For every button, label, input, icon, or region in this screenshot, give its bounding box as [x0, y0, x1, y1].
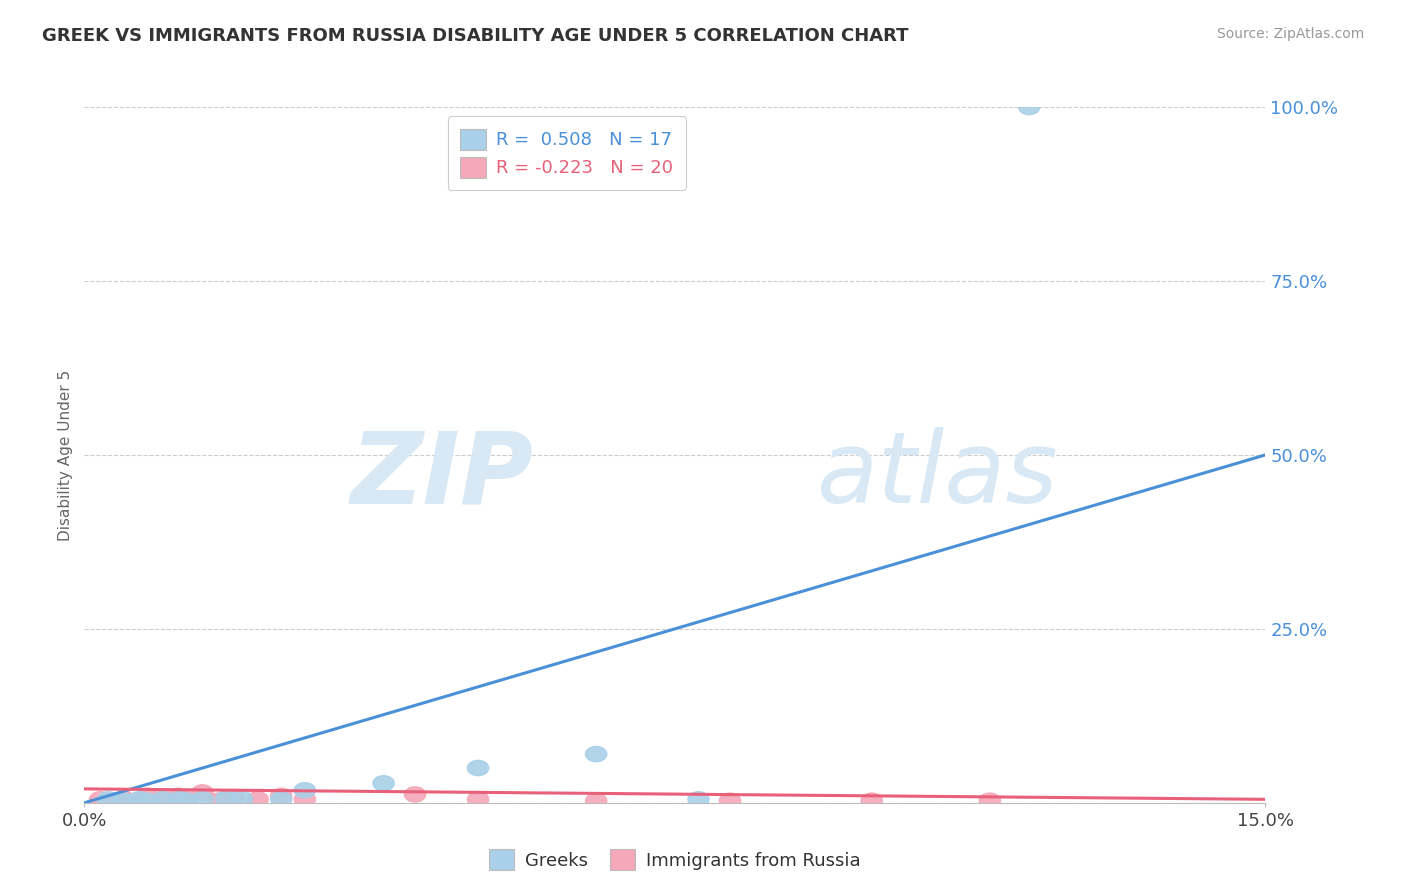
- Ellipse shape: [720, 793, 741, 808]
- Ellipse shape: [231, 791, 253, 806]
- Ellipse shape: [467, 760, 489, 776]
- Ellipse shape: [224, 789, 245, 805]
- Ellipse shape: [405, 787, 426, 802]
- Ellipse shape: [688, 792, 709, 807]
- Ellipse shape: [294, 782, 315, 798]
- Ellipse shape: [97, 792, 118, 807]
- Ellipse shape: [373, 776, 394, 791]
- Ellipse shape: [112, 791, 135, 806]
- Ellipse shape: [979, 793, 1001, 808]
- Y-axis label: Disability Age Under 5: Disability Age Under 5: [58, 369, 73, 541]
- Text: GREEK VS IMMIGRANTS FROM RUSSIA DISABILITY AGE UNDER 5 CORRELATION CHART: GREEK VS IMMIGRANTS FROM RUSSIA DISABILI…: [42, 27, 908, 45]
- Text: ZIP: ZIP: [350, 427, 533, 524]
- Ellipse shape: [467, 792, 489, 807]
- Ellipse shape: [860, 793, 883, 808]
- Ellipse shape: [105, 793, 127, 808]
- Ellipse shape: [129, 792, 150, 807]
- Ellipse shape: [191, 792, 214, 807]
- Ellipse shape: [129, 792, 150, 807]
- Ellipse shape: [270, 789, 292, 804]
- Ellipse shape: [90, 792, 111, 807]
- Ellipse shape: [585, 747, 607, 762]
- Text: atlas: atlas: [817, 427, 1059, 524]
- Ellipse shape: [169, 792, 190, 807]
- Ellipse shape: [247, 792, 269, 807]
- Ellipse shape: [169, 789, 190, 804]
- Ellipse shape: [136, 793, 157, 808]
- Text: Source: ZipAtlas.com: Source: ZipAtlas.com: [1216, 27, 1364, 41]
- Ellipse shape: [1018, 99, 1040, 115]
- Ellipse shape: [152, 791, 174, 806]
- Ellipse shape: [136, 789, 157, 804]
- Ellipse shape: [191, 785, 214, 800]
- Ellipse shape: [112, 793, 135, 808]
- Ellipse shape: [152, 792, 174, 807]
- Ellipse shape: [176, 792, 197, 807]
- Ellipse shape: [585, 793, 607, 808]
- Ellipse shape: [270, 792, 292, 807]
- Ellipse shape: [176, 793, 197, 808]
- Legend: Greeks, Immigrants from Russia: Greeks, Immigrants from Russia: [482, 842, 868, 877]
- Ellipse shape: [208, 793, 229, 808]
- Ellipse shape: [215, 791, 236, 806]
- Ellipse shape: [294, 792, 315, 807]
